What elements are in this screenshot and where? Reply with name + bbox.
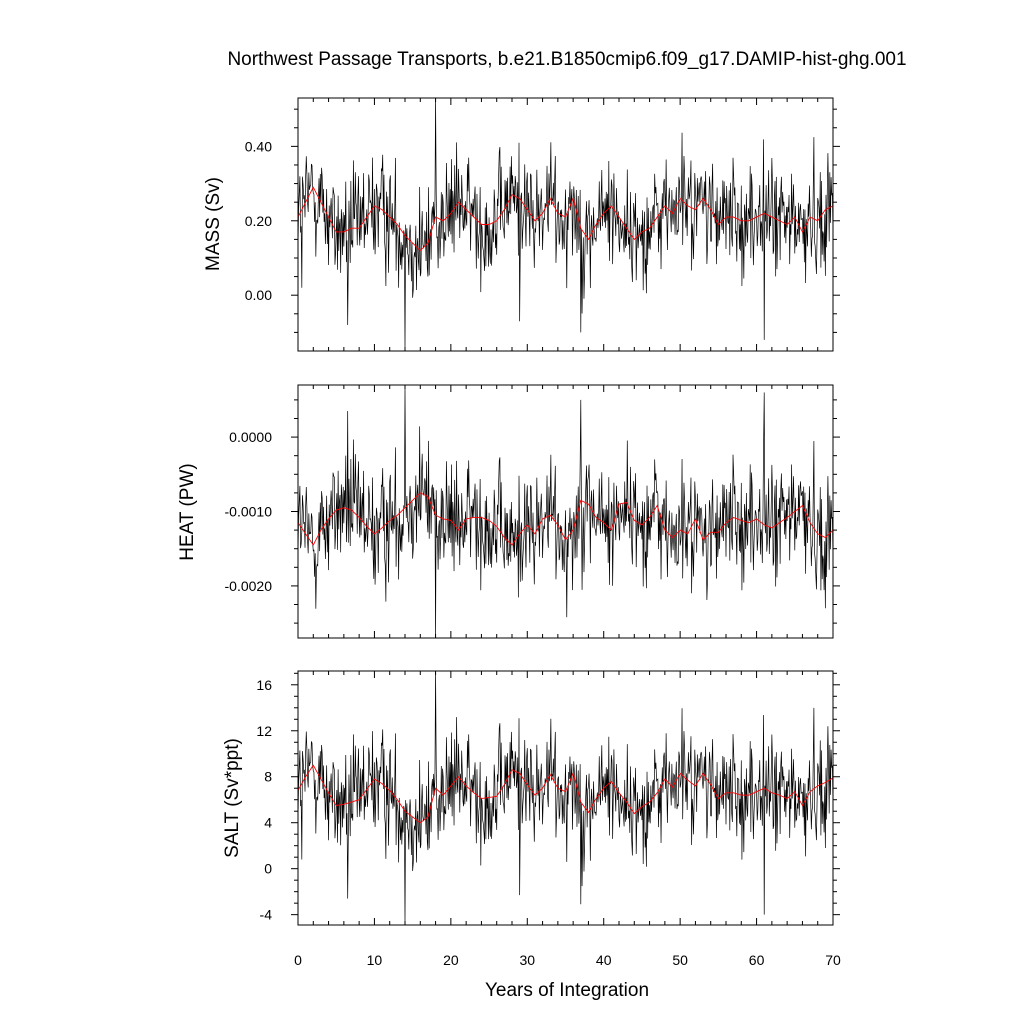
salt-monthly-line xyxy=(297,670,834,926)
mass-panel: 0.00 0.20 0.40 MASS (Sv) xyxy=(203,97,840,352)
salt-ytick-label: 4 xyxy=(264,815,272,831)
x-tick-label: 40 xyxy=(596,952,612,968)
heat-smoothed-line xyxy=(297,492,834,546)
heat-monthly-series xyxy=(297,384,834,639)
x-tick-label: 70 xyxy=(825,952,841,968)
salt-panel: -4 0 4 8 12 16 SALT (Sv*ppt) xyxy=(222,670,840,926)
salt-monthly-series xyxy=(297,670,834,926)
mass-monthly-series xyxy=(297,97,834,352)
x-tick-label: 10 xyxy=(367,952,383,968)
mass-plot-frame xyxy=(297,97,834,352)
x-tick-label: 20 xyxy=(443,952,459,968)
mass-ytick-label: 0.20 xyxy=(245,213,272,229)
salt-ylabel: SALT (Sv*ppt) xyxy=(222,738,243,858)
heat-ytick-label: -0.0010 xyxy=(225,504,273,520)
mass-smoothed-series xyxy=(297,186,834,252)
salt-ytick-label: -4 xyxy=(260,907,273,923)
salt-ytick-label: 16 xyxy=(256,677,272,693)
mass-axes: 0.00 0.20 0.40 xyxy=(245,97,840,352)
mass-ytick-label: 0.40 xyxy=(245,138,272,154)
salt-ytick-label: 8 xyxy=(264,769,272,785)
salt-plot-frame xyxy=(297,670,834,926)
salt-smoothed-series xyxy=(297,764,834,824)
x-tick-label: 60 xyxy=(749,952,765,968)
chart-title: Northwest Passage Transports, b.e21.B185… xyxy=(227,49,906,70)
mass-smoothed-line xyxy=(297,186,834,252)
x-tick-label: 50 xyxy=(672,952,688,968)
heat-axes: -0.0020 -0.0010 0.0000 xyxy=(225,384,840,639)
salt-axes: -4 0 4 8 12 16 xyxy=(256,670,840,926)
mass-ylabel: MASS (Sv) xyxy=(203,177,224,271)
salt-ytick-label: 12 xyxy=(256,723,272,739)
salt-smoothed-line xyxy=(297,764,834,824)
x-axis-title: Years of Integration xyxy=(485,980,649,1001)
heat-smoothed-series xyxy=(297,492,834,546)
heat-panel: -0.0020 -0.0010 0.0000 HEAT (PW) xyxy=(177,384,840,639)
x-tick-label: 0 xyxy=(294,952,302,968)
x-tick-label: 30 xyxy=(519,952,535,968)
mass-ytick-label: 0.00 xyxy=(245,287,272,303)
salt-ytick-label: 0 xyxy=(264,861,272,877)
heat-monthly-line xyxy=(297,384,834,639)
mass-monthly-line xyxy=(297,97,834,352)
x-tick-labels: 0 10 20 30 40 50 60 70 xyxy=(294,952,841,968)
heat-ylabel: HEAT (PW) xyxy=(177,463,198,560)
heat-ytick-label: -0.0020 xyxy=(225,578,273,594)
heat-ytick-label: 0.0000 xyxy=(229,429,272,445)
